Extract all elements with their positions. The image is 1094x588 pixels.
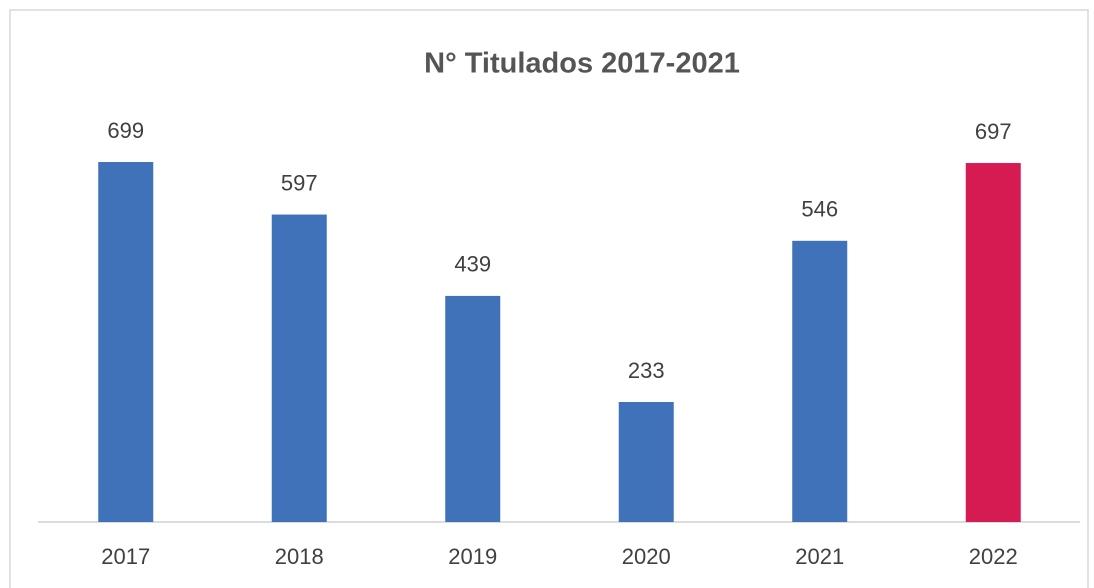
- x-tick-label: 2017: [101, 544, 150, 569]
- chart-border: [9, 9, 1089, 588]
- data-label: 233: [628, 358, 665, 383]
- bar: [98, 162, 154, 522]
- data-label: 546: [801, 197, 838, 222]
- data-label: 699: [107, 118, 144, 143]
- bar: [792, 240, 848, 522]
- data-label: 439: [454, 252, 491, 277]
- x-tick-label: 2018: [275, 544, 324, 569]
- bar: [445, 295, 501, 522]
- bar: [271, 214, 327, 523]
- data-label: 697: [975, 119, 1012, 144]
- x-tick-label: 2019: [448, 544, 497, 569]
- x-tick-label: 2020: [622, 544, 671, 569]
- bar: [965, 163, 1021, 523]
- data-label: 597: [281, 170, 318, 195]
- bar: [618, 402, 674, 522]
- x-tick-label: 2022: [969, 544, 1018, 569]
- x-tick-label: 2021: [795, 544, 844, 569]
- chart-title: N° Titulados 2017-2021: [424, 48, 740, 80]
